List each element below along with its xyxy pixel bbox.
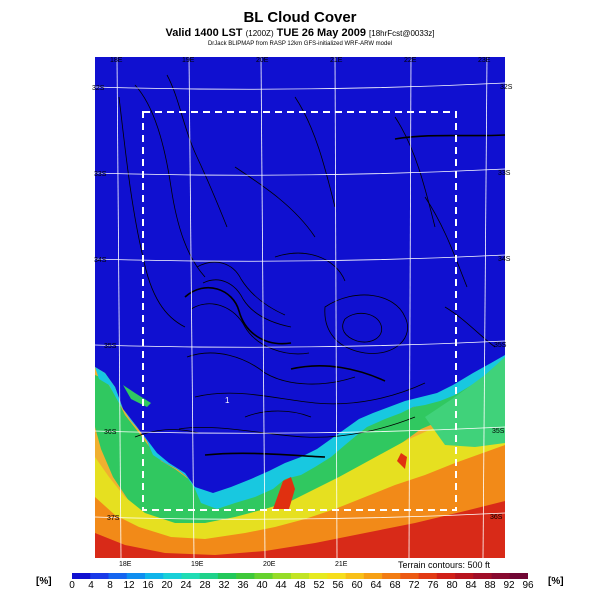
valid-date: TUE 26 May 2009 <box>276 27 366 39</box>
colorbar-swatch <box>473 573 492 579</box>
colorbar-swatch <box>436 573 456 579</box>
spot-value-label: 1 <box>225 396 230 405</box>
colorbar-swatch <box>418 573 438 579</box>
colorbar-swatch <box>181 573 200 579</box>
colorbar-swatch <box>126 573 146 579</box>
colorbar-tick-label: 48 <box>294 580 306 591</box>
colorbar-swatch <box>382 573 401 579</box>
lon-label-bottom: 21E <box>335 561 348 568</box>
colorbar-tick-label: 56 <box>332 580 344 591</box>
colorbar-swatch <box>491 573 511 579</box>
colorbar-swatch <box>163 573 182 579</box>
lon-label-top: 22E <box>404 57 417 64</box>
colorbar-tick-label: 40 <box>256 580 268 591</box>
colorbar-tick-label: 80 <box>446 580 458 591</box>
lat-label-right: 35S <box>492 428 505 435</box>
colorbar-swatch <box>509 573 528 579</box>
colorbar-tick-label: 92 <box>503 580 515 591</box>
valid-zulu: (1200Z) <box>245 29 274 38</box>
colorbar-tick-label: 88 <box>484 580 496 591</box>
colorbar-tick-label: 44 <box>275 580 287 591</box>
southeast-cloud-wedge <box>425 357 505 447</box>
inner-domain-box <box>142 111 457 511</box>
lat-label-right: 35S <box>494 342 507 349</box>
colorbar-swatch <box>400 573 419 579</box>
colorbar-tick-label: 84 <box>465 580 477 591</box>
colorbar-swatch <box>72 573 91 579</box>
lat-label-left: 35S <box>104 343 117 350</box>
colorbar-swatch <box>199 573 219 579</box>
lat-label-left: 37S <box>107 515 120 522</box>
colorbar-swatch <box>254 573 273 579</box>
terrain-contour-note: Terrain contours: 500 ft <box>398 560 491 570</box>
lon-label-top: 20E <box>256 57 269 64</box>
lon-label-top: 21E <box>330 57 343 64</box>
colorbar-swatch <box>90 573 109 579</box>
colorbar-tick-label: 72 <box>408 580 420 591</box>
cloud-cover-map: 1 <box>95 57 505 558</box>
colorbar-swatch <box>345 573 365 579</box>
lon-label-top: 23E <box>478 57 491 64</box>
lon-label-bottom: 19E <box>191 561 204 568</box>
colorbar-swatch <box>455 573 474 579</box>
lat-label-left: 32S <box>92 85 105 92</box>
lon-label-bottom: 20E <box>263 561 276 568</box>
lat-label-left: 36S <box>104 429 117 436</box>
colorbar-tick-label: 64 <box>370 580 382 591</box>
colorbar-tick-label: 16 <box>142 580 154 591</box>
colorbar-tick-label: 8 <box>107 580 113 591</box>
colorbar-swatch <box>309 573 328 579</box>
colorbar <box>72 573 528 579</box>
lon-label-bottom: 18E <box>119 561 132 568</box>
forecast-tag: [18hrFcst@0033z] <box>369 29 435 38</box>
colorbar-unit-right: [%] <box>548 576 564 587</box>
lat-label-right: 34S <box>498 256 511 263</box>
lat-label-left: 33S <box>94 171 107 178</box>
graticule <box>95 57 505 558</box>
colorbar-tick-label: 0 <box>69 580 75 591</box>
colorbar-swatch <box>272 573 292 579</box>
lon-label-top: 19E <box>182 57 195 64</box>
coastal-red-spot-east <box>397 453 407 469</box>
colorbar-swatch <box>327 573 346 579</box>
lon-label-top: 18E <box>110 57 123 64</box>
colorbar-tick-label: 12 <box>123 580 135 591</box>
colorbar-tick-label: 52 <box>313 580 325 591</box>
colorbar-tick-label: 36 <box>237 580 249 591</box>
terrain-contours <box>118 74 496 438</box>
colorbar-tick-label: 32 <box>218 580 230 591</box>
colorbar-unit-left: [%] <box>36 576 52 587</box>
colorbar-tick-label: 4 <box>88 580 94 591</box>
colorbar-swatch <box>290 573 310 579</box>
lat-label-left: 34S <box>94 257 107 264</box>
valid-prefix: Valid 1400 LST <box>165 27 243 39</box>
colorbar-swatch <box>217 573 237 579</box>
valid-time-line: Valid 1400 LST (1200Z) TUE 26 May 2009 [… <box>0 27 600 39</box>
major-contours <box>184 134 505 458</box>
colorbar-tick-label: 28 <box>199 580 211 591</box>
lat-label-right: 33S <box>498 170 511 177</box>
colorbar-tick-label: 68 <box>389 580 401 591</box>
colorbar-swatch <box>236 573 255 579</box>
lat-label-right: 36S <box>490 514 503 521</box>
high-cloud-red <box>95 501 505 558</box>
lat-label-right: 32S <box>500 84 513 91</box>
colorbar-tick-label: 24 <box>180 580 192 591</box>
colorbar-tick-label: 76 <box>427 580 439 591</box>
colorbar-swatch <box>144 573 164 579</box>
colorbar-swatch <box>363 573 383 579</box>
colorbar-tick-label: 20 <box>161 580 173 591</box>
coastal-red-spot <box>273 477 295 509</box>
map-title: BL Cloud Cover <box>243 9 357 26</box>
colorbar-swatch <box>108 573 128 579</box>
colorbar-tick-label: 96 <box>522 580 534 591</box>
colorbar-tick-label: 60 <box>351 580 363 591</box>
model-credit: DrJack BLIPMAP from RASP 12km GFS-initia… <box>207 41 393 47</box>
